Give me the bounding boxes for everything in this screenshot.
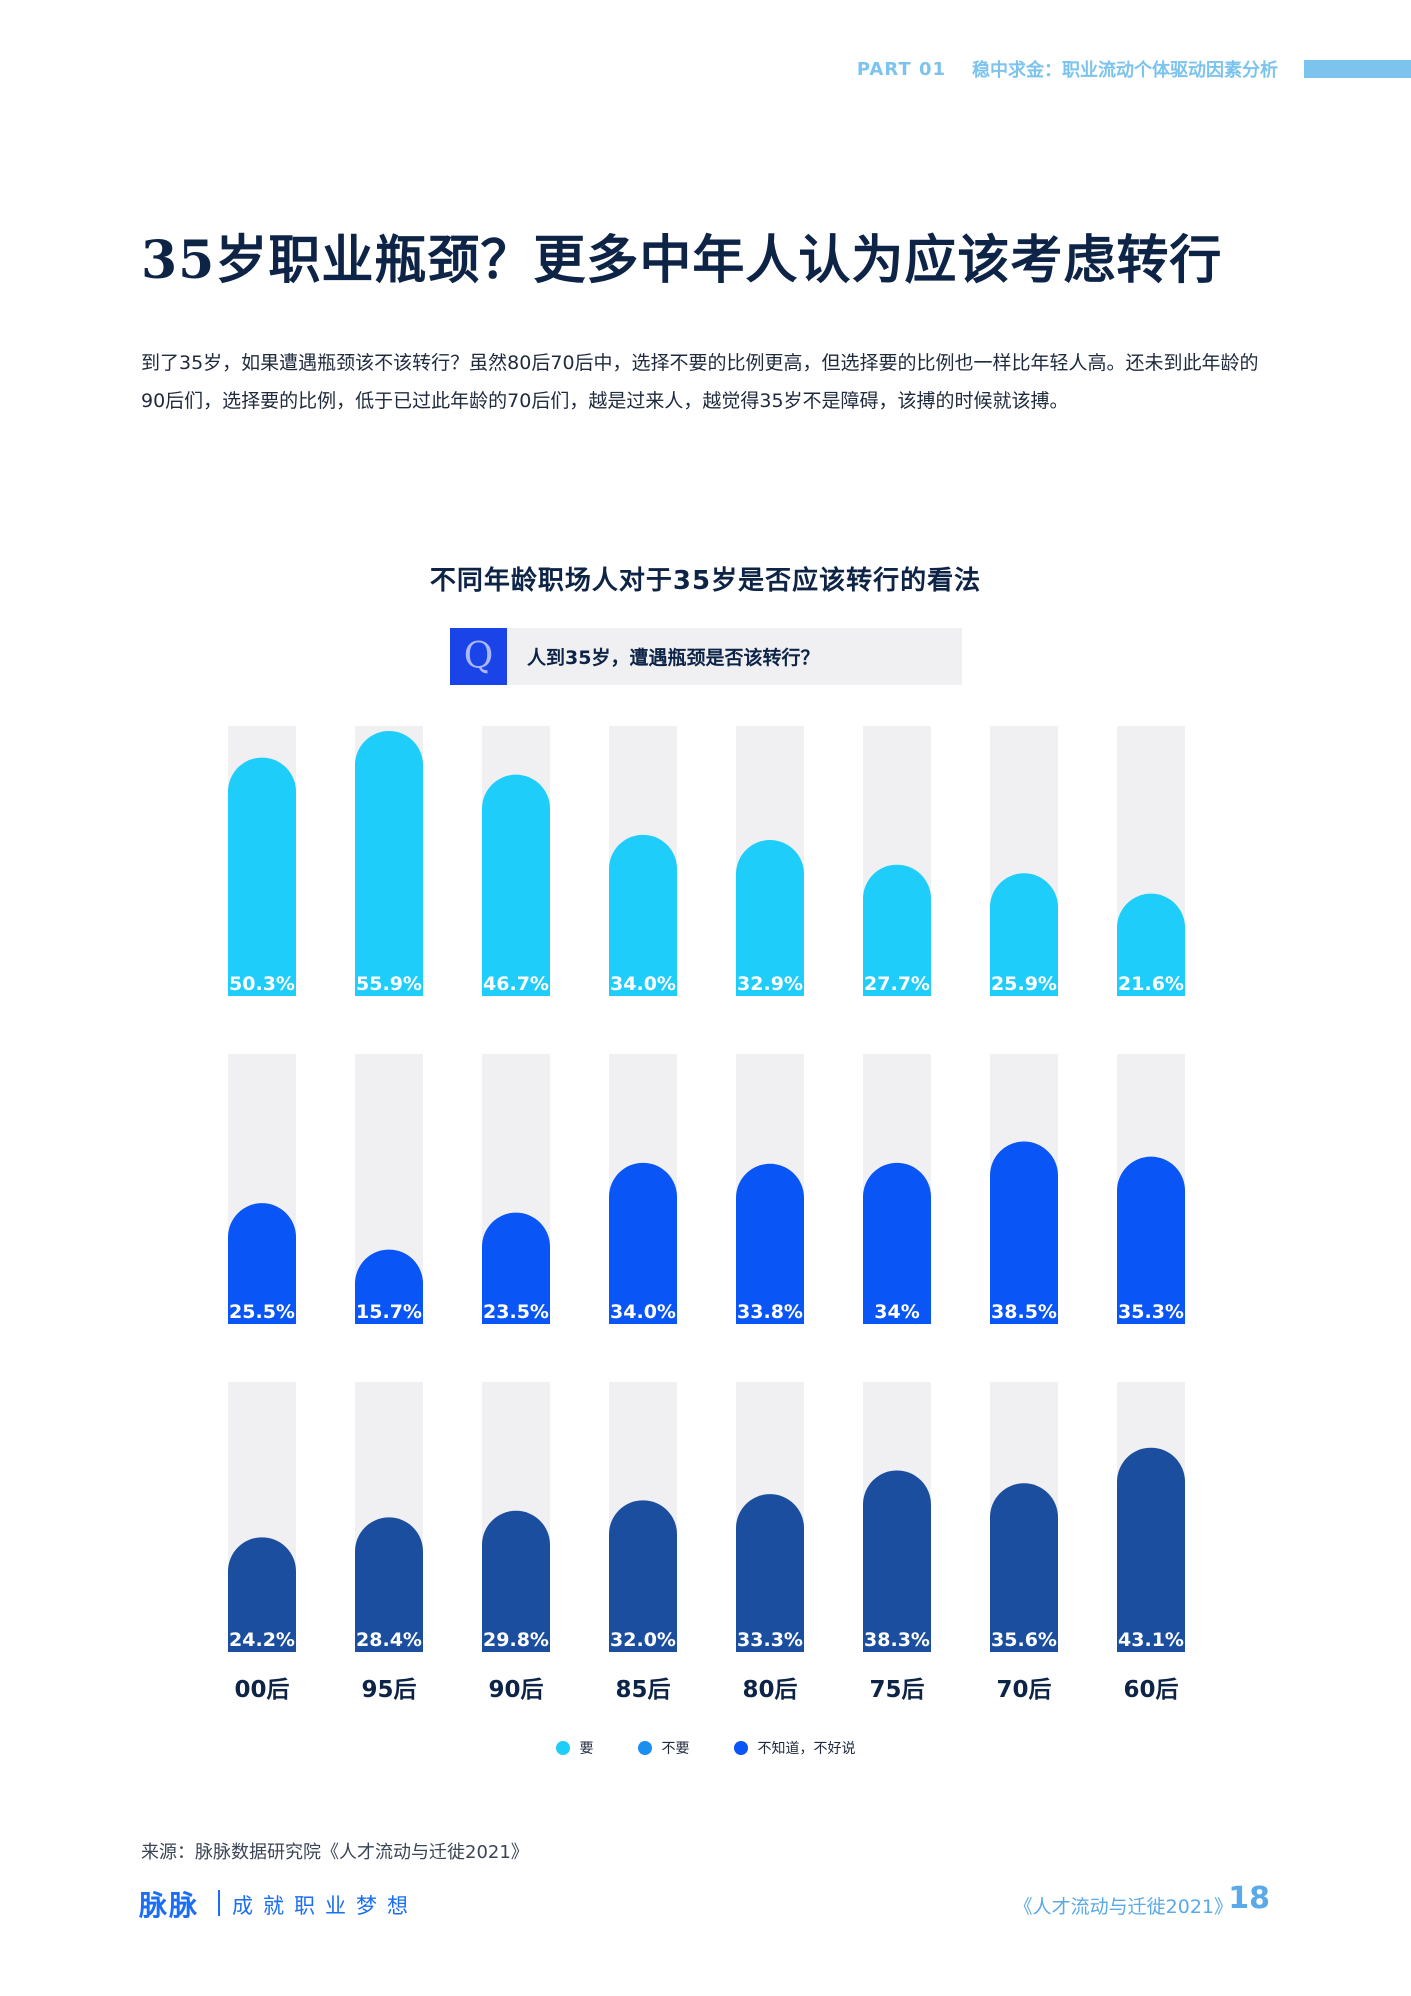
bar xyxy=(355,1517,423,1652)
bar xyxy=(355,731,423,996)
data-label: 29.8% xyxy=(483,1629,549,1651)
chart-title: 不同年龄职场人对于35岁是否应该转行的看法 xyxy=(429,566,982,596)
page-title: 35岁职业瓶颈？更多中年人认为应该考虑转行 xyxy=(141,230,1223,291)
data-label: 34% xyxy=(874,1301,919,1323)
legend-label: 要 xyxy=(579,1741,594,1757)
legend-dot xyxy=(733,1741,748,1755)
bar xyxy=(863,864,931,996)
legend-dot xyxy=(555,1741,570,1755)
bar xyxy=(1117,1447,1185,1652)
part-label: PART 01 xyxy=(856,58,946,80)
bar xyxy=(990,873,1058,996)
chart-legend: 要 不要 不知道，不好说 xyxy=(0,1738,1411,1758)
bar xyxy=(736,840,804,996)
bar xyxy=(863,1470,931,1652)
data-label: 23.5% xyxy=(483,1301,549,1323)
bar xyxy=(1117,893,1185,996)
legend-dot xyxy=(637,1741,652,1755)
bar xyxy=(228,1203,296,1324)
bar xyxy=(482,1212,550,1324)
bar xyxy=(863,1162,931,1324)
data-label: 43.1% xyxy=(1118,1629,1184,1651)
footer-divider xyxy=(218,1890,220,1916)
data-label: 33.8% xyxy=(737,1301,803,1323)
header-stripe xyxy=(1304,60,1411,78)
data-label: 25.9% xyxy=(991,973,1057,995)
data-label: 38.5% xyxy=(991,1301,1057,1323)
data-label: 38.3% xyxy=(864,1629,930,1651)
brand-logo: 脉脉 xyxy=(139,1889,200,1922)
section-title: 稳中求金：职业流动个体驱动因素分析 xyxy=(972,60,1278,81)
data-label: 50.3% xyxy=(229,973,295,995)
category-label: 00后 xyxy=(234,1677,289,1703)
legend-label: 不知道，不好说 xyxy=(757,1741,856,1757)
bar xyxy=(355,1249,423,1324)
question-text: 人到35岁，遭遇瓶颈是否该转行？ xyxy=(527,647,820,669)
data-label: 35.6% xyxy=(991,1629,1057,1651)
question-box: Q 人到35岁，遭遇瓶颈是否该转行？ xyxy=(450,628,962,685)
bar xyxy=(736,1494,804,1652)
source-note: 来源：脉脉数据研究院《人才流动与迁徙2021》 xyxy=(141,1842,529,1863)
data-label: 33.3% xyxy=(737,1629,803,1651)
category-label: 80后 xyxy=(742,1677,797,1703)
bar xyxy=(990,1141,1058,1324)
bar xyxy=(228,1537,296,1652)
category-label: 60后 xyxy=(1123,1677,1178,1703)
category-label: 70后 xyxy=(996,1677,1051,1703)
question-icon: Q xyxy=(450,628,507,685)
bar xyxy=(482,1510,550,1652)
report-name: 《人才流动与迁徙2021》 xyxy=(1013,1896,1233,1918)
data-label: 32.9% xyxy=(737,973,803,995)
legend-item: 要 xyxy=(555,1738,594,1758)
bar xyxy=(609,834,677,996)
category-label: 75后 xyxy=(869,1677,924,1703)
category-label: 85后 xyxy=(615,1677,670,1703)
legend-label: 不要 xyxy=(661,1741,690,1757)
bar xyxy=(990,1483,1058,1652)
category-label: 95后 xyxy=(361,1677,416,1703)
data-label: 25.5% xyxy=(229,1301,295,1323)
bar xyxy=(736,1163,804,1324)
page-number: 18 xyxy=(1228,1881,1270,1916)
data-label: 32.0% xyxy=(610,1629,676,1651)
data-label: 46.7% xyxy=(483,973,549,995)
data-label: 15.7% xyxy=(356,1301,422,1323)
legend-item: 不知道，不好说 xyxy=(733,1738,856,1758)
data-label: 34.0% xyxy=(610,1301,676,1323)
bar xyxy=(482,774,550,996)
data-label: 34.0% xyxy=(610,973,676,995)
data-label: 35.3% xyxy=(1118,1301,1184,1323)
data-label: 28.4% xyxy=(356,1629,422,1651)
data-label: 21.6% xyxy=(1118,973,1184,995)
data-label: 55.9% xyxy=(356,973,422,995)
category-label: 90后 xyxy=(488,1677,543,1703)
data-label: 27.7% xyxy=(864,973,930,995)
brand-slogan: 成就职业梦想 xyxy=(232,1894,418,1918)
bar xyxy=(609,1500,677,1652)
intro-paragraph: 到了35岁，如果遭遇瓶颈该不该转行？虽然80后70后中，选择不要的比例更高，但选… xyxy=(141,352,1259,412)
bar xyxy=(228,757,296,996)
bar xyxy=(1117,1156,1185,1324)
data-label: 24.2% xyxy=(229,1629,295,1651)
legend-item: 不要 xyxy=(637,1738,690,1758)
top-header: PART 01 稳中求金：职业流动个体驱动因素分析 xyxy=(856,58,1411,81)
bar xyxy=(609,1162,677,1324)
